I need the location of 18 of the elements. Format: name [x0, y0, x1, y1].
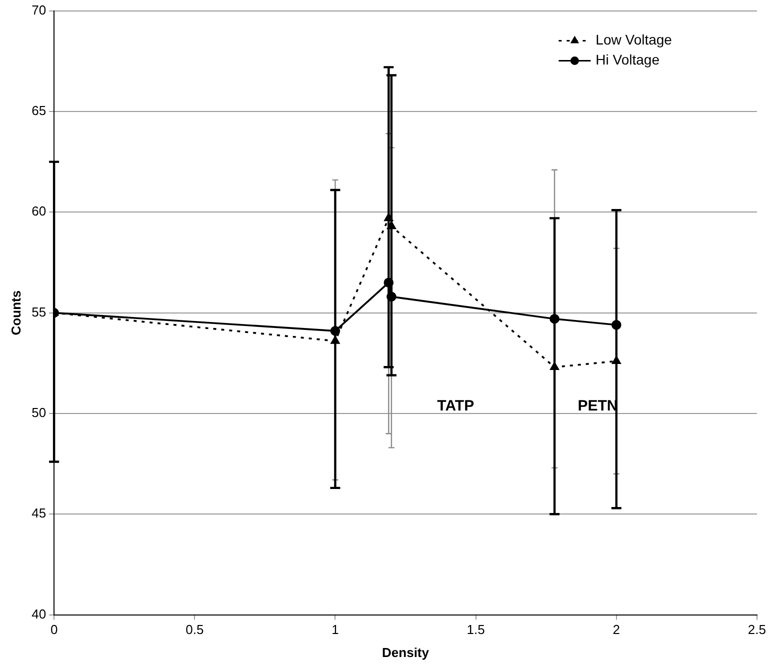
annotation: TATP [437, 398, 474, 415]
y-tick-label: 70 [32, 2, 46, 18]
x-axis-title: Density [382, 644, 430, 660]
y-tick-label: 60 [32, 204, 46, 219]
y-tick-label: 45 [32, 506, 46, 521]
x-tick-label: 1 [332, 622, 339, 638]
y-tick-label: 40 [32, 606, 46, 622]
y-tick-label: 55 [32, 304, 46, 320]
x-tick-label: 1.5 [466, 622, 485, 638]
x-tick-label: 2 [612, 622, 620, 638]
x-tick-label: 0 [50, 622, 58, 638]
x-tick-label: 2.5 [748, 622, 766, 638]
y-axis-title: Counts [8, 290, 24, 336]
legend-label: Low Voltage [596, 32, 672, 48]
x-tick-label: 0.5 [186, 622, 204, 638]
y-tick-label: 65 [32, 103, 46, 118]
y-tick-label: 50 [32, 405, 46, 420]
legend-label: Hi Voltage [596, 52, 660, 68]
